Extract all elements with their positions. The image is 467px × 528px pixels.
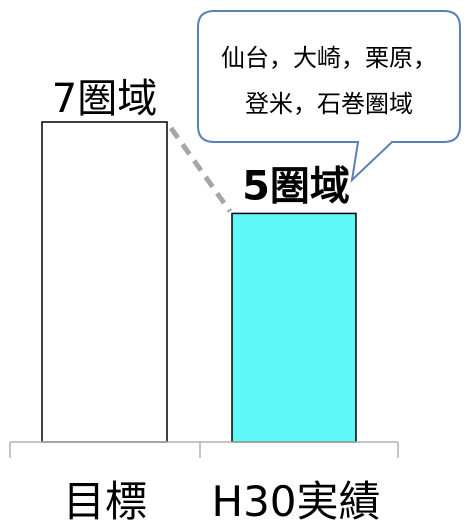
connector-line xyxy=(168,126,233,213)
bar-actual xyxy=(231,212,357,443)
data-label-target: 7圏域 xyxy=(52,76,157,122)
category-label-target: 目標 xyxy=(63,477,147,526)
data-label-actual: 5圏域 xyxy=(242,163,350,209)
callout-bubble xyxy=(197,10,461,183)
category-label-actual: H30実績 xyxy=(211,477,380,526)
callout-text-line-1: 仙台，大崎，栗原， xyxy=(221,44,437,72)
bar-target xyxy=(41,121,168,443)
callout: 仙台，大崎，栗原， 登米，石巻圏域 xyxy=(197,10,461,183)
callout-text-line-2: 登米，石巻圏域 xyxy=(245,90,413,118)
